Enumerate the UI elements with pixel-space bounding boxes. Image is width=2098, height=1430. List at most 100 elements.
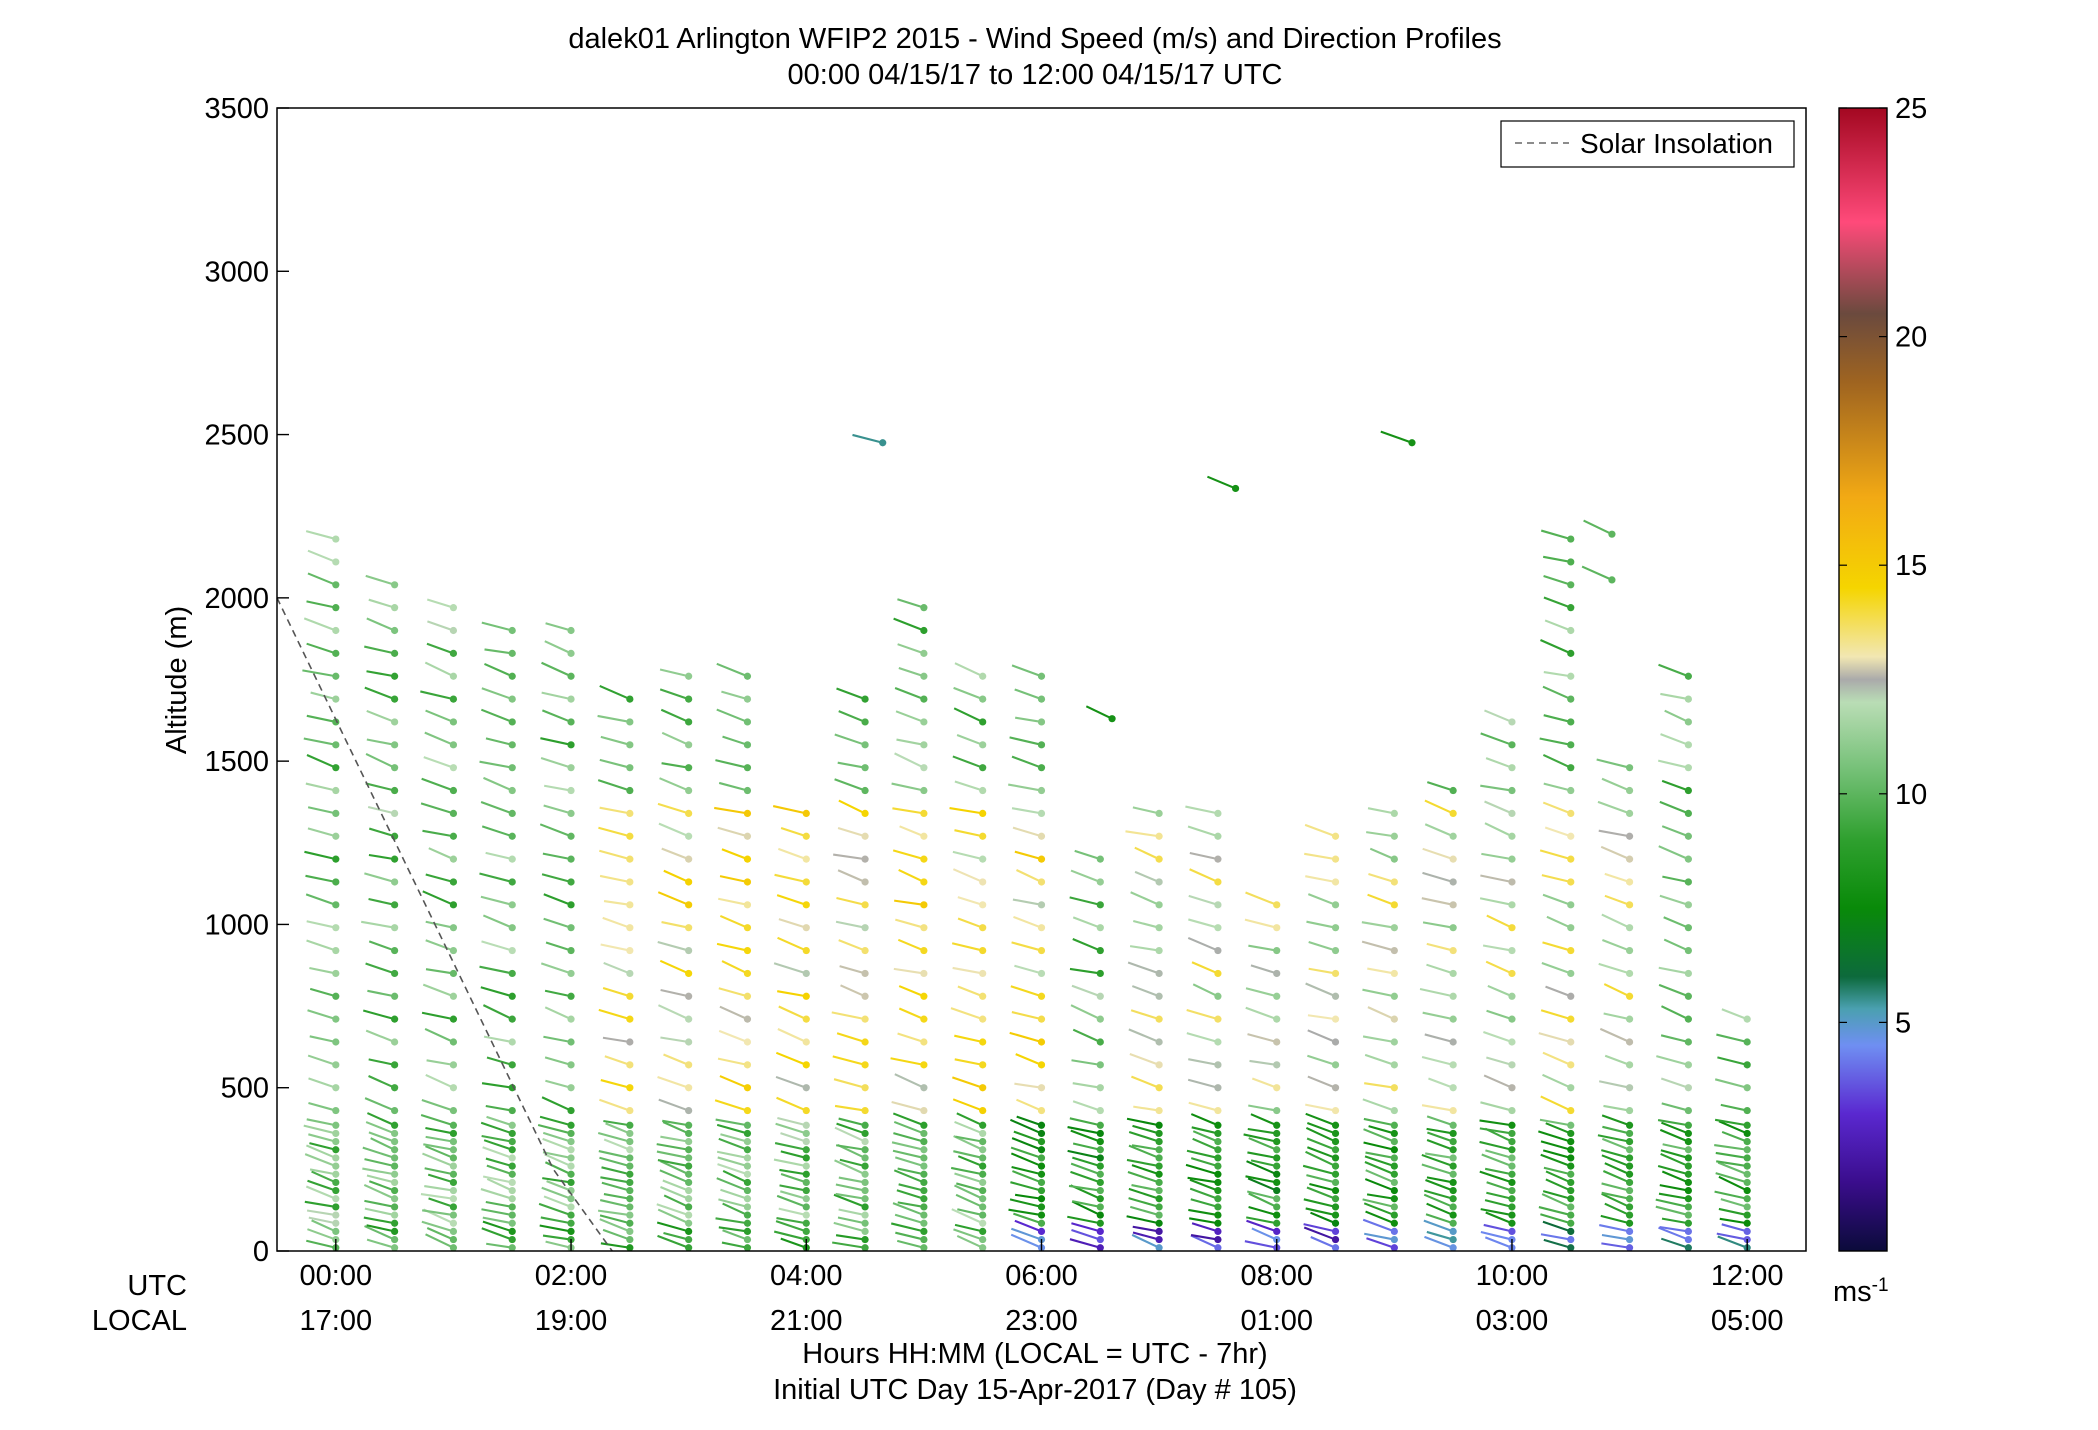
x-tick-label-local: 23:00 xyxy=(1005,1305,1078,1337)
wind-barb-shaft xyxy=(1368,872,1395,883)
wind-barb-point xyxy=(920,1121,928,1129)
wind-barb-shaft xyxy=(1602,1170,1630,1184)
wind-barb-shaft xyxy=(1604,894,1630,906)
wind-barb-shaft xyxy=(1251,1077,1278,1089)
wind-barb-shaft xyxy=(1365,1210,1395,1225)
wind-barb-point xyxy=(1155,1219,1163,1227)
wind-barb-shaft xyxy=(1546,915,1572,929)
wind-barb-shaft xyxy=(1011,755,1042,769)
wind-barb-shaft xyxy=(838,1208,866,1217)
wind-barb-point xyxy=(861,1195,869,1203)
wind-barb-shaft xyxy=(1072,1156,1101,1168)
wind-barb-shaft xyxy=(1544,619,1572,632)
wind-barb-shaft xyxy=(1540,1153,1572,1168)
wind-barb-shaft xyxy=(780,827,807,838)
wind-barb-shaft xyxy=(951,942,983,952)
wind-barb-point xyxy=(1684,1146,1692,1154)
wind-barb-shaft xyxy=(777,847,807,861)
wind-barb-point xyxy=(508,809,516,817)
wind-barb-point xyxy=(508,1235,516,1244)
wind-barb-shaft xyxy=(1246,1160,1278,1176)
wind-barb-shaft xyxy=(601,1166,631,1176)
wind-barb-shaft xyxy=(722,1229,748,1241)
wind-barb-shaft xyxy=(541,709,572,723)
wind-barb-point xyxy=(1684,672,1692,680)
wind-barb-point xyxy=(802,1195,810,1203)
wind-barb-point xyxy=(861,878,869,886)
wind-barb-shaft xyxy=(1542,941,1572,952)
wind-barb-shaft xyxy=(1070,1162,1101,1176)
wind-barb-point xyxy=(1331,1227,1340,1236)
wind-barb-point xyxy=(1331,1137,1340,1146)
wind-barb-point xyxy=(1684,1106,1692,1115)
wind-barb-shaft xyxy=(898,1007,925,1021)
wind-barb-point xyxy=(1155,1129,1163,1138)
wind-barb-point xyxy=(1508,1146,1516,1154)
wind-barb-shaft xyxy=(366,1238,395,1249)
wind-barb-point xyxy=(1508,718,1516,726)
wind-barb-shaft xyxy=(598,826,631,838)
wind-barb-shaft xyxy=(1483,1223,1513,1233)
colorbar-tick-label: 10 xyxy=(1895,779,1927,811)
wind-barb-shaft xyxy=(718,1226,748,1233)
wind-barb-point xyxy=(1508,969,1516,978)
wind-barb-shaft xyxy=(368,598,395,609)
wind-barb-point xyxy=(685,832,693,840)
wind-barb-shaft xyxy=(1188,1101,1219,1112)
wind-barb-shaft xyxy=(1604,1202,1631,1217)
wind-barb-point xyxy=(1508,1195,1516,1203)
wind-barb-shaft xyxy=(1421,1104,1454,1112)
wind-barb-point xyxy=(567,1121,575,1129)
wind-barb-point xyxy=(626,809,634,817)
wind-barb-shaft xyxy=(838,1176,866,1184)
wind-barb-point xyxy=(802,1154,810,1162)
wind-barb-point xyxy=(567,1162,575,1170)
wind-barb-shaft xyxy=(426,1227,454,1241)
wind-barb-shaft xyxy=(662,1179,690,1192)
wind-barb-point xyxy=(920,1146,928,1154)
wind-barb-point xyxy=(1390,1227,1398,1236)
wind-barb-shaft xyxy=(1248,1192,1278,1208)
wind-barb-point xyxy=(391,581,399,589)
wind-barb-point xyxy=(626,1186,634,1195)
wind-barb-shaft xyxy=(306,600,337,609)
wind-barb-shaft xyxy=(1014,850,1042,861)
wind-barb-shaft xyxy=(776,1194,807,1208)
wind-barb-shaft xyxy=(1366,1193,1395,1200)
wind-barb-point xyxy=(567,1170,575,1178)
wind-barb-shaft xyxy=(1426,1139,1454,1151)
y-axis-label: Altitude (m) xyxy=(161,606,193,754)
wind-barb-point xyxy=(1273,901,1281,909)
wind-barb-shaft xyxy=(891,1141,925,1151)
wind-barb-point xyxy=(1684,695,1692,703)
wind-barb-point xyxy=(626,1195,634,1203)
wind-barb-shaft xyxy=(778,1207,807,1217)
wind-barb-shaft xyxy=(835,920,866,929)
wind-barb-shaft xyxy=(951,1208,984,1225)
wind-barb-point xyxy=(1567,1146,1575,1154)
wind-barb-point xyxy=(1567,1170,1575,1178)
wind-barb-shaft xyxy=(721,1241,748,1249)
wind-barb-shaft xyxy=(365,574,395,586)
wind-barb-point xyxy=(1155,901,1163,909)
wind-barb-point xyxy=(979,855,987,863)
wind-barb-shaft xyxy=(1307,1146,1336,1159)
wind-barb-point xyxy=(1331,878,1340,886)
wind-barb-point xyxy=(979,1186,987,1195)
wind-barb-point xyxy=(1037,855,1046,863)
wind-barb-shaft xyxy=(777,936,807,952)
wind-barb-point xyxy=(1096,992,1104,1000)
wind-barb-shaft xyxy=(304,1153,337,1168)
wind-barb-point xyxy=(861,1162,869,1170)
wind-barb-shaft xyxy=(421,777,454,792)
wind-barb-shaft xyxy=(365,962,395,975)
wind-barb-shaft xyxy=(892,1202,925,1217)
wind-barb-shaft xyxy=(1658,983,1689,998)
wind-barb-point xyxy=(449,1186,458,1195)
wind-barb-point xyxy=(1037,1162,1046,1170)
wind-barb-point xyxy=(861,992,869,1000)
wind-barb-point xyxy=(1155,1178,1163,1187)
wind-barb-point xyxy=(626,1203,634,1211)
wind-barb-shaft xyxy=(1581,565,1613,581)
wind-barb-shaft xyxy=(836,1032,866,1043)
